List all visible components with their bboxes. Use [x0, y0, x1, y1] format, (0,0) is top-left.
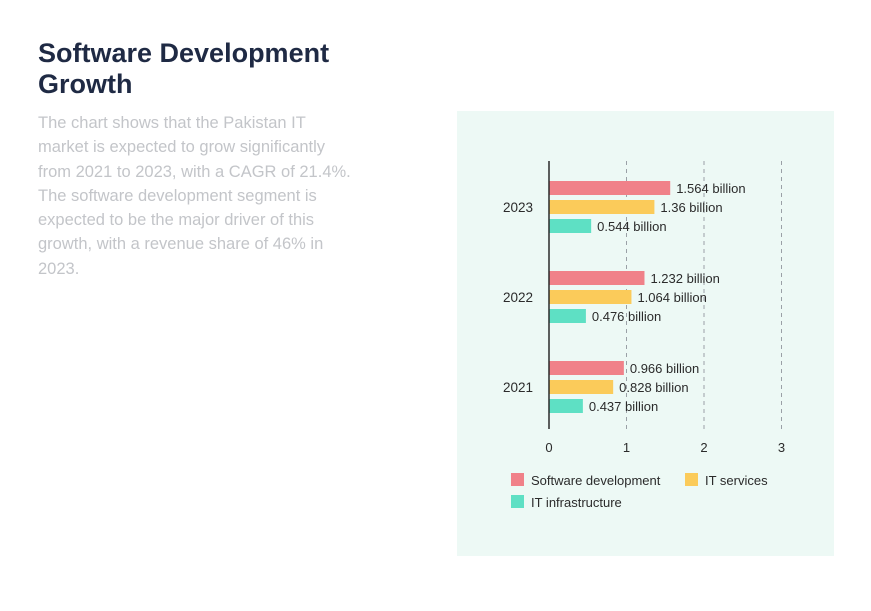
- bar-2022-0: [549, 271, 645, 285]
- bar-2023-1: [549, 200, 655, 214]
- bar-chart: 1.564 billion 1.36 billion 0.544 billion 1.…: [503, 161, 785, 510]
- category-label-2021: 2021: [503, 380, 533, 395]
- data-label: 1.232 billion: [650, 271, 719, 286]
- data-label: 0.437 billion: [589, 399, 658, 414]
- data-label: 0.828 billion: [619, 380, 688, 395]
- x-tick-label: 1: [623, 440, 630, 455]
- bar-2023-0: [549, 181, 671, 195]
- data-label: 0.966 billion: [630, 361, 699, 376]
- bar-2023-2: [549, 219, 592, 233]
- bar-2021-0: [549, 361, 624, 375]
- x-tick-label: 3: [778, 440, 785, 455]
- legend-label: IT services: [705, 473, 768, 488]
- legend-swatch-0: [511, 473, 524, 486]
- legend-label: Software development: [531, 473, 661, 488]
- data-label: 0.476 billion: [592, 309, 661, 324]
- x-tick-labels: 0 1 2 3: [545, 440, 785, 455]
- data-labels: 1.564 billion 1.36 billion 0.544 billion 1.…: [589, 181, 746, 414]
- chart-title: Software Development Growth: [38, 38, 330, 99]
- chart-panel: 1.564 billion 1.36 billion 0.544 billion 1.…: [457, 111, 834, 556]
- x-tick-label: 2: [700, 440, 707, 455]
- legend-label: IT infrastructure: [531, 495, 622, 510]
- data-label: 1.564 billion: [676, 181, 745, 196]
- legend: Software development IT services IT infras…: [511, 473, 768, 510]
- data-label: 1.064 billion: [637, 290, 706, 305]
- bar-2022-1: [549, 290, 632, 304]
- category-labels: 2023 2022 2021: [503, 200, 533, 395]
- bar-2022-2: [549, 309, 586, 323]
- chart-description: The chart shows that the Pakistan IT mar…: [38, 114, 351, 278]
- data-label: 1.36 billion: [660, 200, 722, 215]
- legend-swatch-1: [685, 473, 698, 486]
- bar-2021-1: [549, 380, 614, 394]
- bar-2021-2: [549, 399, 583, 413]
- x-tick-label: 0: [545, 440, 552, 455]
- data-label: 0.544 billion: [597, 219, 666, 234]
- category-label-2023: 2023: [503, 200, 533, 215]
- legend-swatch-2: [511, 495, 524, 508]
- bars: [549, 181, 671, 413]
- category-label-2022: 2022: [503, 290, 533, 305]
